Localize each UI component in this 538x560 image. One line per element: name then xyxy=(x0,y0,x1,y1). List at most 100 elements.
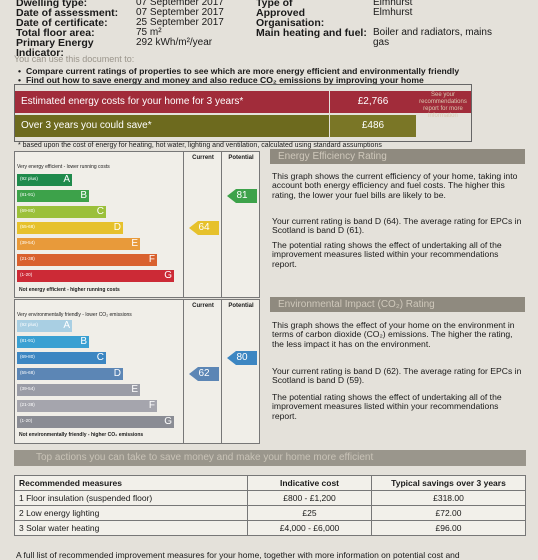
band-range: (21-38) xyxy=(20,402,35,407)
band-letter: E xyxy=(131,238,138,249)
rating-band-f: (21-38) F xyxy=(17,400,157,412)
band-letter: F xyxy=(148,400,155,411)
detail-value: 07 September 2017 xyxy=(136,0,224,8)
rating-band-f: (21-38) F xyxy=(17,254,157,266)
rating-band-e: (39-54) E xyxy=(17,238,140,250)
use-bullet: Find out how to save energy and money an… xyxy=(18,75,496,85)
detail-row: Date of assessment: 07 September 2017 xyxy=(16,7,256,19)
current-rating-arrow: 62 xyxy=(189,367,219,381)
table-row: 2 Low energy lighting £25 £72.00 xyxy=(14,505,526,521)
band-range: (39-54) xyxy=(20,240,35,245)
detail-value: 75 m² xyxy=(136,27,162,38)
detail-value: 25 September 2017 xyxy=(136,17,224,28)
estimated-cost-label: Estimated energy costs for your home for… xyxy=(15,91,329,113)
ei-paragraph: This graph shows the effect of your home… xyxy=(272,320,515,349)
detail-row: Total floor area: 75 m² xyxy=(16,27,256,39)
band-letter: C xyxy=(96,352,104,363)
detail-row: Primary Energy Indicator: 292 kWh/m²/year xyxy=(16,37,256,59)
band-range: (1-20) xyxy=(20,272,33,277)
measure-cell: 2 Low energy lighting xyxy=(14,505,248,521)
band-letter: A xyxy=(63,174,70,185)
detail-label: Date of assessment: xyxy=(16,7,119,19)
cost-cell: £800 - £1,200 xyxy=(247,490,372,506)
cost-cell: £4,000 - £6,000 xyxy=(247,520,372,536)
savings-value: £486 xyxy=(329,115,416,137)
band-letter: F xyxy=(148,254,155,265)
detail-value: Boiler and radiators, mains gas xyxy=(373,27,492,48)
table-row: 1 Floor insulation (suspended floor) £80… xyxy=(14,490,526,506)
ee-paragraph: This graph shows the current efficiency … xyxy=(272,171,518,200)
environmental-impact-heading: Environmental Impact (CO₂) Rating xyxy=(270,297,525,312)
rating-band-a: (92 plus) A xyxy=(17,320,72,332)
detail-label: Main heating and fuel: xyxy=(256,27,367,39)
potential-column-header: Potential xyxy=(221,300,260,312)
detail-value: 07 September 2017 xyxy=(136,7,224,18)
band-letter: D xyxy=(113,222,121,233)
band-range: (55-68) xyxy=(20,370,35,375)
table-row: 3 Solar water heating £4,000 - £6,000 £9… xyxy=(14,520,526,536)
recommended-measures-table: Recommended measures Indicative cost Typ… xyxy=(14,475,526,536)
band-range: (69-80) xyxy=(20,208,35,213)
use-bullet: Compare current ratings of properties to… xyxy=(18,66,496,76)
current-column-header: Current xyxy=(183,300,222,312)
band-letter: G xyxy=(164,416,172,427)
detail-value: Elmhurst xyxy=(373,7,413,18)
chart-top-label: Very environmentally friendly - lower CO… xyxy=(17,312,132,318)
chart-top-label: Very energy efficient - lower running co… xyxy=(17,164,110,170)
ei-paragraph: Your current rating is band D (62). The … xyxy=(272,366,522,386)
band-letter: C xyxy=(96,206,104,217)
band-letter: B xyxy=(80,190,87,201)
chart-bottom-label: Not energy efficient - higher running co… xyxy=(19,287,120,293)
detail-label: Approved Organisation: xyxy=(256,7,325,29)
rating-band-c: (69-80) C xyxy=(17,352,106,364)
band-letter: G xyxy=(164,270,172,281)
rating-band-d: (55-68) D xyxy=(17,222,123,234)
band-range: (69-80) xyxy=(20,354,35,359)
band-range: (39-54) xyxy=(20,386,35,391)
rating-band-d: (55-68) D xyxy=(17,368,123,380)
band-range: (1-20) xyxy=(20,418,33,423)
savings-cell: £96.00 xyxy=(371,520,526,536)
detail-value: 292 kWh/m²/year xyxy=(136,37,213,48)
detail-row: Approved Organisation: Elmhurst xyxy=(256,7,536,29)
potential-rating-arrow: 80 xyxy=(227,351,257,365)
environmental-impact-chart: Current Potential Very environmentally f… xyxy=(14,299,260,444)
band-range: (55-68) xyxy=(20,224,35,229)
savings-header: Typical savings over 3 years xyxy=(371,475,526,491)
detail-label: Dwelling type: xyxy=(16,0,88,9)
detail-label: Date of certificate: xyxy=(16,17,108,29)
band-range: (81-91) xyxy=(20,192,35,197)
savings-label: Over 3 years you could save* xyxy=(15,115,329,137)
potential-rating-value: 80 xyxy=(227,351,257,365)
detail-value: Elmhurst xyxy=(373,0,413,8)
energy-efficiency-chart: Current Potential Very energy efficient … xyxy=(14,151,260,298)
footer-note: A full list of recommended improvement m… xyxy=(16,550,460,560)
chart-bottom-label: Not environmentally friendly - higher CO… xyxy=(19,432,144,438)
detail-label: Primary Energy Indicator: xyxy=(16,37,94,59)
savings-row: Over 3 years you could save* £486 xyxy=(15,115,471,137)
cost-header: Indicative cost xyxy=(247,475,372,491)
current-rating-value: 62 xyxy=(189,367,219,381)
top-actions-heading: Top actions you can take to save money a… xyxy=(14,450,526,466)
rating-band-e: (39-54) E xyxy=(17,384,140,396)
rating-band-g: (1-20) G xyxy=(17,270,174,282)
column-divider xyxy=(221,300,222,443)
column-divider xyxy=(183,152,184,297)
current-rating-arrow: 64 xyxy=(189,221,219,235)
band-letter: B xyxy=(80,336,87,347)
recommendations-note: See your recommendations report for more… xyxy=(415,91,471,119)
rating-band-b: (81-91) B xyxy=(17,336,89,348)
potential-column-header: Potential xyxy=(221,152,260,164)
ei-paragraph: The potential rating shows the effect of… xyxy=(272,392,502,421)
detail-row: Type of Elmhurst xyxy=(256,0,536,8)
band-letter: A xyxy=(63,320,70,331)
property-details: Dwelling type: 07 September 2017 Date of … xyxy=(16,0,256,59)
rating-band-a: (92 plus) A xyxy=(17,174,72,186)
estimated-cost-row: Estimated energy costs for your home for… xyxy=(15,91,471,119)
potential-rating-arrow: 81 xyxy=(227,189,257,203)
potential-rating-value: 81 xyxy=(227,189,257,203)
cost-cell: £25 xyxy=(247,505,372,521)
band-letter: D xyxy=(113,368,121,379)
savings-cell: £318.00 xyxy=(371,490,526,506)
